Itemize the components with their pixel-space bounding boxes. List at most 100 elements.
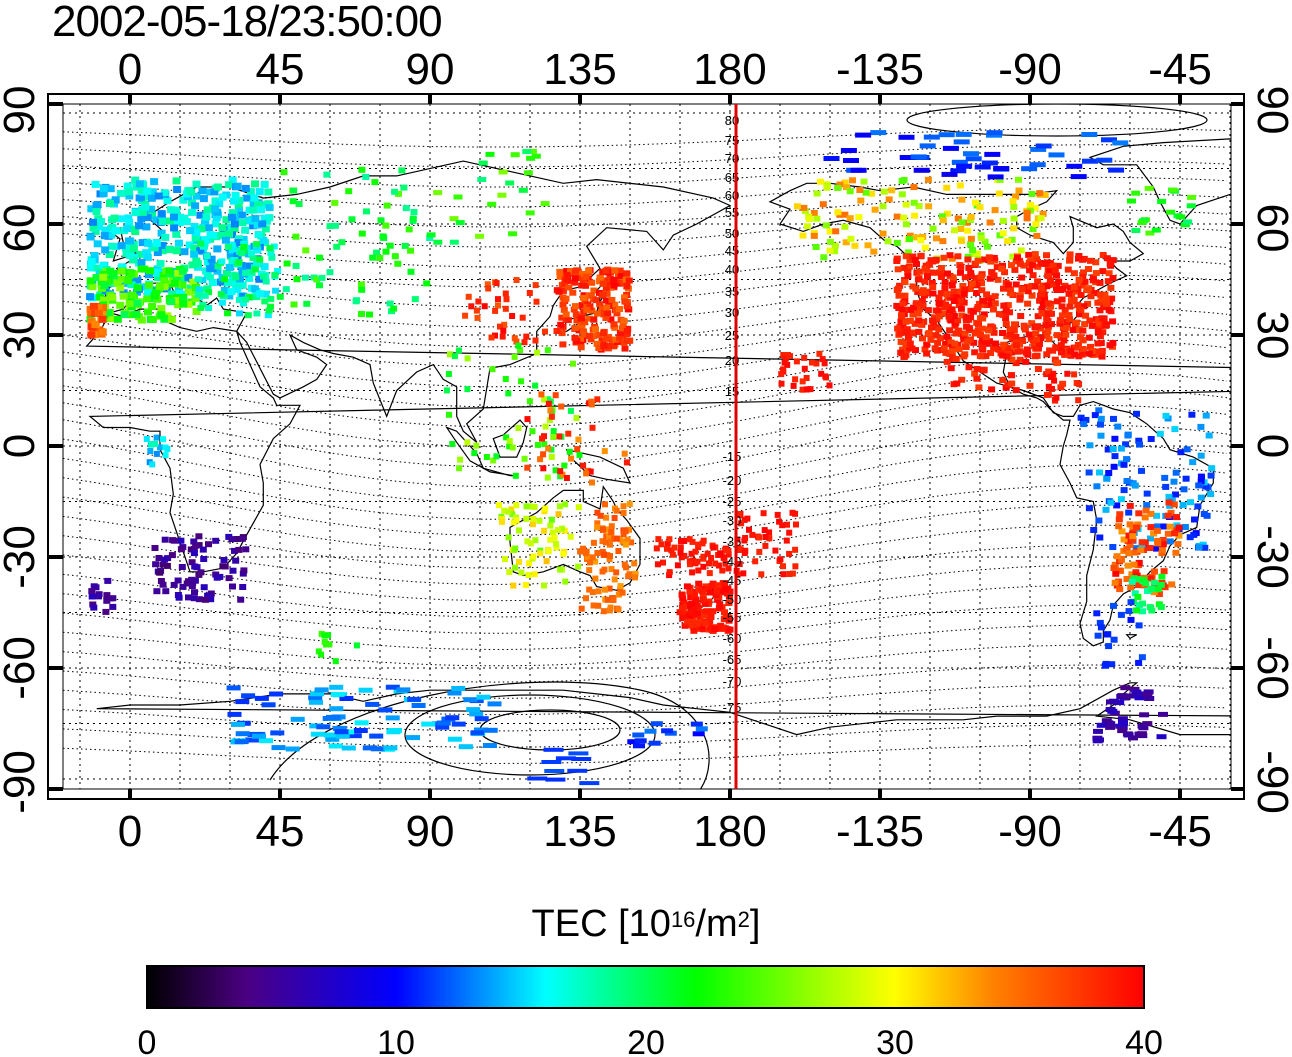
tec-cell (197, 225, 206, 233)
contour-line (63, 160, 1228, 188)
tec-cell (407, 696, 422, 702)
tec-cell (777, 556, 784, 563)
tec-cell (1095, 517, 1103, 524)
bottom-lon-label: -90 (998, 807, 1062, 856)
tec-cell (1096, 534, 1104, 541)
tec-cell (235, 207, 243, 214)
tec-cell (927, 336, 935, 343)
tec-cell (435, 724, 450, 730)
tec-cell (1010, 215, 1018, 222)
tec-cell (1094, 340, 1102, 347)
tec-cell (283, 260, 291, 267)
frame-tick (428, 94, 432, 104)
tec-cell (661, 728, 674, 734)
tec-cell (1127, 198, 1136, 204)
tec-cell (555, 511, 562, 518)
tec-cell (1036, 341, 1043, 347)
tec-cell (704, 586, 712, 593)
tec-cell (198, 187, 207, 195)
tec-cell (171, 296, 180, 304)
tec-cell (1043, 332, 1051, 339)
tec-cell (1077, 307, 1085, 313)
tec-cell (978, 344, 986, 351)
tec-cell (395, 190, 402, 197)
tec-cell (1051, 377, 1058, 384)
tec-cell (1027, 257, 1035, 263)
tec-cell (960, 299, 968, 306)
tec-cell (516, 558, 522, 565)
tec-cell (398, 167, 406, 174)
tec-cell (902, 318, 910, 325)
frame-tick (1231, 444, 1244, 448)
tec-cell (199, 277, 207, 284)
tec-cell (1093, 610, 1101, 617)
bottom-lon-label: 90 (406, 807, 455, 856)
tec-cell (386, 242, 394, 249)
tec-cell (984, 151, 1001, 157)
tec-cell (786, 550, 793, 557)
tec-cell (666, 536, 673, 543)
tec-cell (1080, 421, 1088, 428)
tec-cell (700, 612, 708, 619)
tec-cell (1028, 292, 1036, 299)
tec-cell (253, 241, 261, 248)
tec-cell (947, 294, 955, 301)
tec-cell (1110, 636, 1118, 643)
tec-cell (527, 540, 534, 547)
tec-cell (1117, 725, 1128, 731)
tec-cell (226, 685, 241, 691)
tec-cell (974, 257, 982, 264)
contour-label: -55 (723, 610, 742, 625)
tec-cell (223, 269, 231, 277)
tec-cell (1128, 571, 1136, 578)
tec-cell (1022, 358, 1030, 365)
tec-cell (919, 234, 927, 240)
tec-cell (238, 219, 247, 226)
tec-cell (1085, 350, 1093, 357)
tec-cell (568, 455, 575, 462)
right-lat-label: -60 (1248, 636, 1292, 700)
tec-cell (153, 434, 160, 441)
tec-cell (1165, 493, 1173, 500)
tec-cell (583, 550, 589, 557)
tec-cell (215, 200, 224, 208)
tec-cell (259, 236, 268, 244)
tec-cell (954, 327, 962, 334)
tec-cell (586, 559, 593, 566)
tec-cell (1007, 372, 1015, 379)
tec-cell (1009, 253, 1017, 260)
tec-cell (227, 288, 236, 296)
tec-cell (458, 744, 473, 750)
tec-cell (613, 569, 620, 576)
left-lat-label: 60 (0, 204, 44, 253)
tec-cell (988, 269, 996, 276)
tec-cell (1120, 685, 1131, 691)
tec-cell (1135, 659, 1143, 666)
tec-cell (1112, 570, 1120, 577)
tec-cell (1070, 284, 1078, 291)
tec-cell (532, 337, 539, 344)
tec-cell (583, 595, 589, 602)
tec-cell (557, 468, 564, 475)
tec-cell (961, 351, 969, 358)
tec-cell (551, 534, 558, 541)
tec-cell (100, 232, 109, 240)
tec-cell (1032, 221, 1040, 228)
tec-cell (487, 701, 502, 707)
tec-cell (225, 575, 233, 582)
frame-tick (878, 789, 882, 799)
tec-cell (569, 289, 577, 296)
tec-cell (599, 538, 606, 545)
tec-cell (267, 249, 275, 256)
tec-cell (1082, 312, 1090, 319)
tec-cell (556, 268, 564, 275)
tec-cell (782, 355, 789, 362)
tec-cell (1075, 353, 1083, 360)
tec-cell (1029, 262, 1037, 269)
tec-cell (1199, 541, 1207, 548)
tec-cell (588, 307, 596, 314)
tec-cell (975, 384, 983, 391)
tec-cell (224, 279, 233, 287)
tec-cell (1000, 302, 1008, 309)
tec-cell (1052, 344, 1060, 351)
